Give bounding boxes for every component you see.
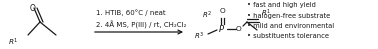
Text: 1. HTIB, 60°C / neat: 1. HTIB, 60°C / neat	[96, 10, 166, 16]
Text: • mild and environmental: • mild and environmental	[247, 23, 334, 29]
Text: O: O	[30, 4, 36, 13]
Text: $R^1$: $R^1$	[261, 7, 271, 19]
Text: $R^2$: $R^2$	[202, 9, 212, 21]
Text: • fast and high yield: • fast and high yield	[247, 2, 316, 8]
Text: $P$: $P$	[218, 22, 226, 34]
Text: $R^1$: $R^1$	[8, 36, 19, 48]
Text: O: O	[220, 8, 225, 14]
Text: 2. 4Å MS, P(III) / rt, CH₂Cl₂: 2. 4Å MS, P(III) / rt, CH₂Cl₂	[96, 21, 186, 29]
Text: $R^3$: $R^3$	[194, 30, 204, 42]
Text: O: O	[236, 26, 242, 32]
Text: • substituents tolerance: • substituents tolerance	[247, 34, 329, 39]
Text: • halogen-free substrate: • halogen-free substrate	[247, 12, 330, 19]
